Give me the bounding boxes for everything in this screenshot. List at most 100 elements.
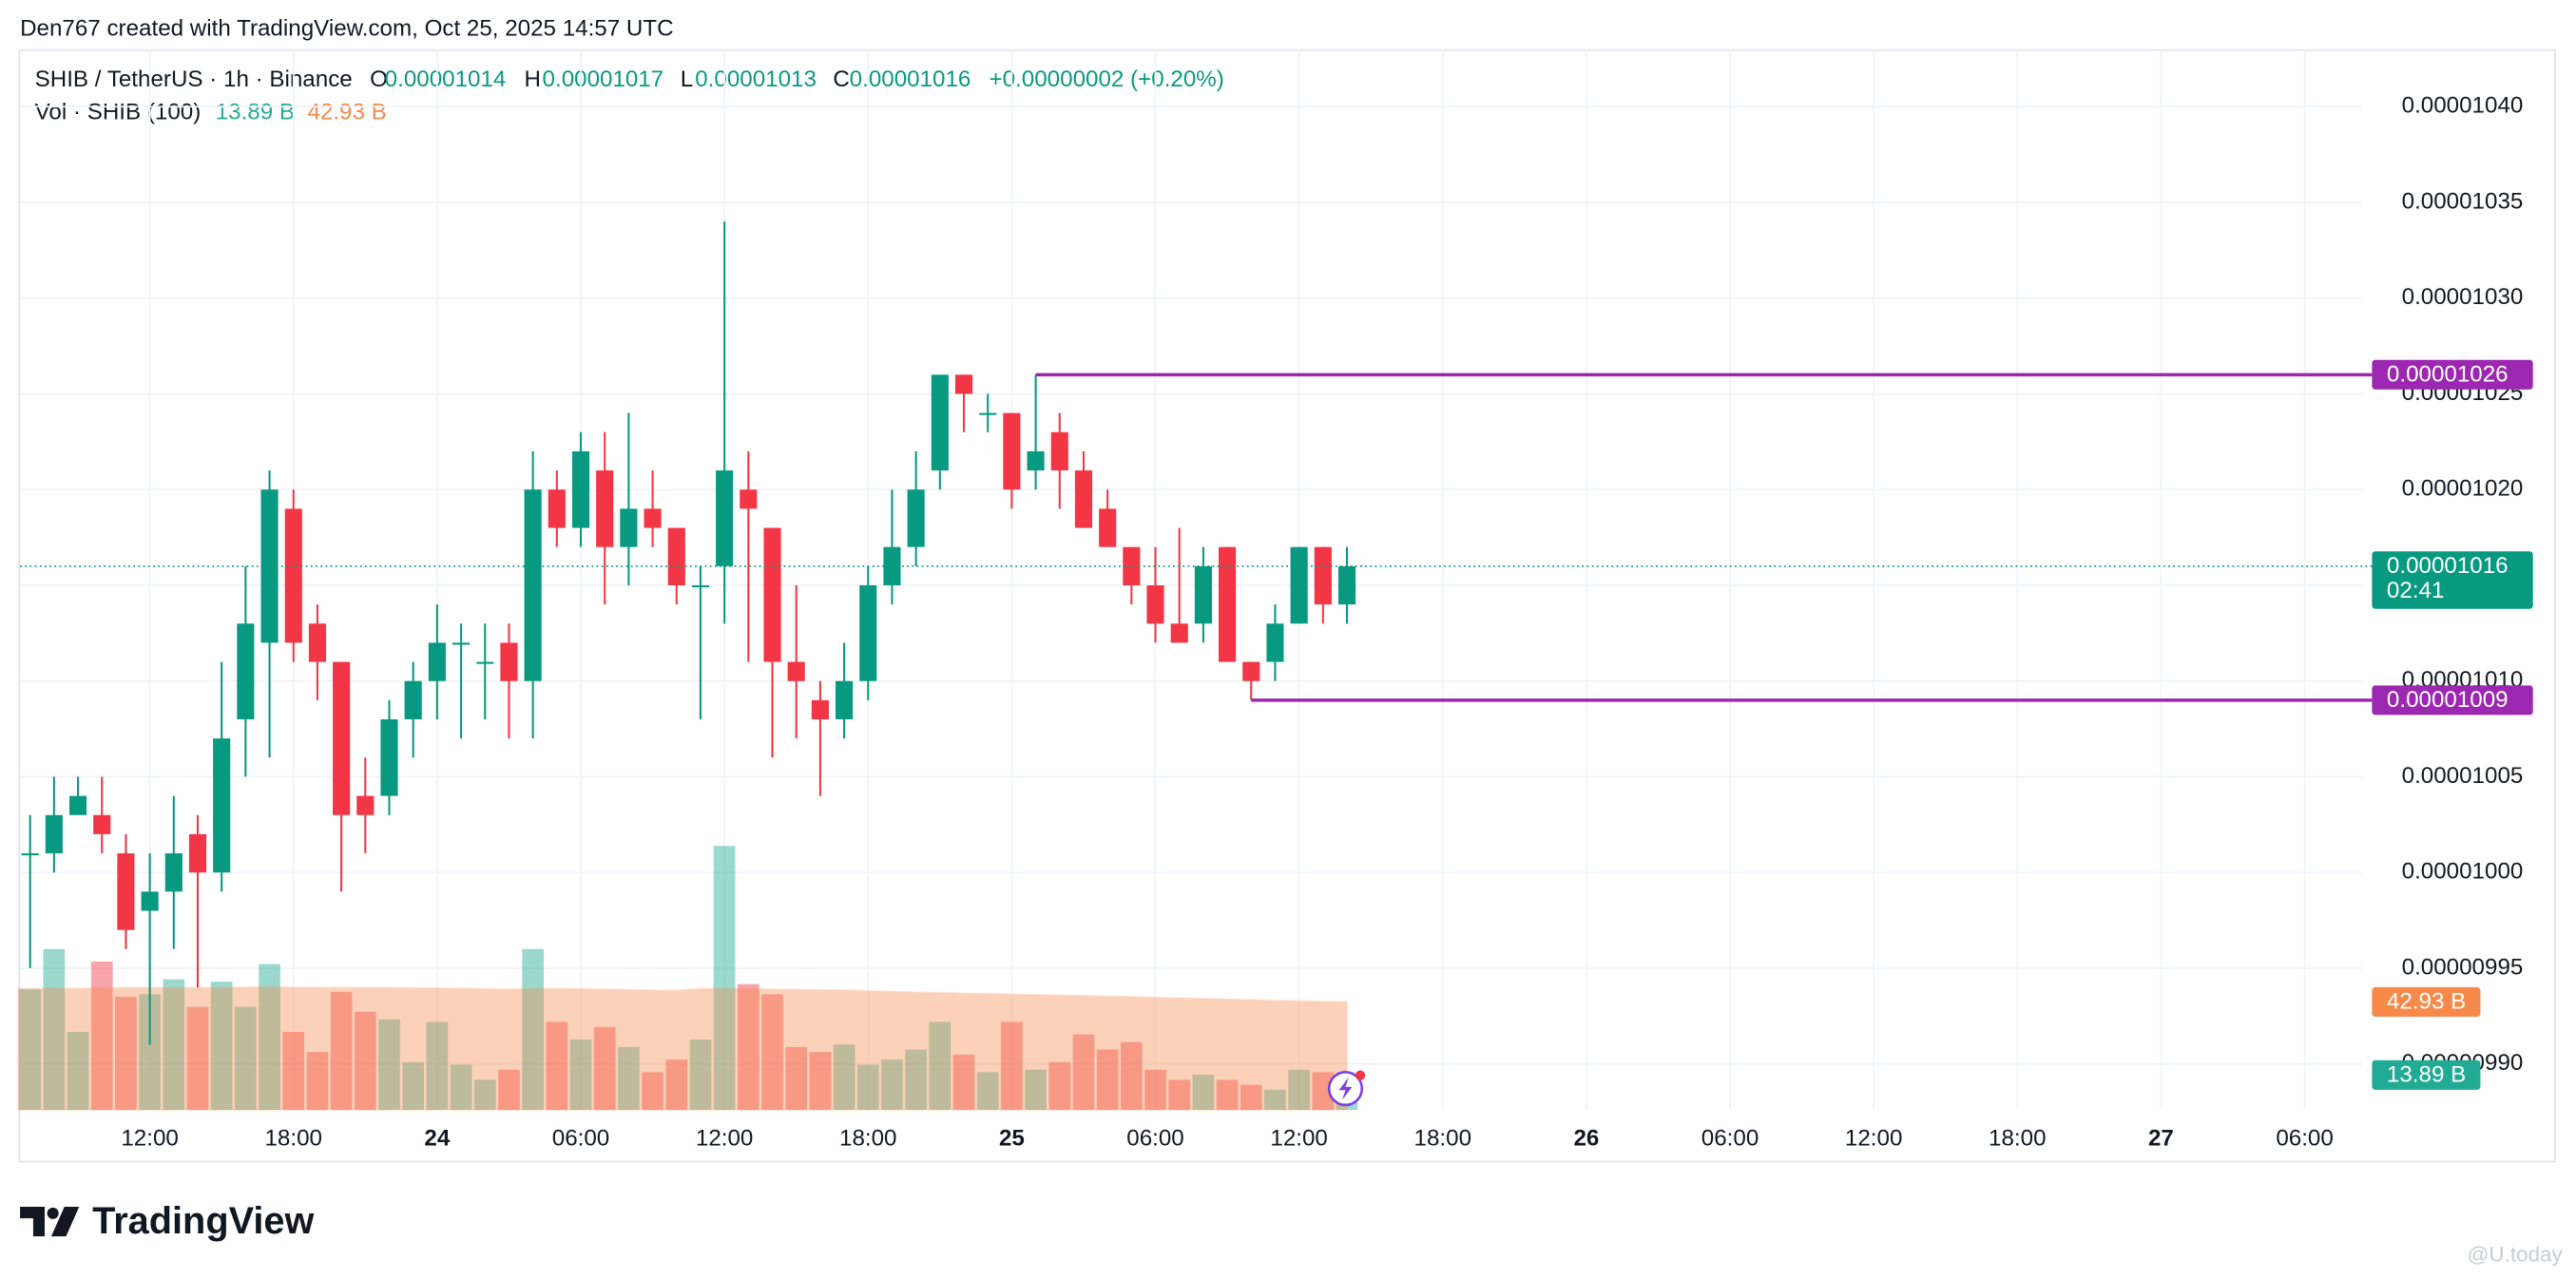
volume-bar [785, 1046, 808, 1111]
plot: 0.000010400.000010350.000010300.00001025… [17, 48, 2533, 1152]
volume-bar [1048, 1061, 1071, 1111]
last-price-label: 0.00001016 [2387, 553, 2509, 579]
volume-bar [259, 964, 280, 1111]
candle-body [811, 699, 829, 720]
volume-ma-area [17, 985, 1348, 1111]
y-tick-label: 0.00001030 [2402, 284, 2524, 310]
watermark: @U.today [2468, 1243, 2564, 1267]
volume-bar [473, 1079, 496, 1111]
candle-body [979, 412, 997, 415]
volume-bar [1168, 1079, 1191, 1111]
candle-body [68, 795, 87, 815]
candle-body [907, 489, 925, 547]
level-label-box [2372, 685, 2533, 716]
y-tick-label: 0.00000995 [2402, 954, 2524, 980]
close-value: 0.00001016 [850, 67, 971, 92]
volume-bar [737, 983, 759, 1111]
volume-bar [1025, 1069, 1047, 1111]
candle-body [476, 661, 494, 664]
candle-body [356, 795, 375, 815]
countdown: 02:41 [2387, 578, 2445, 603]
attribution: Den767 created with TradingView.com, Oct… [20, 15, 674, 41]
candle-body [1123, 546, 1141, 585]
level-label: 0.00001009 [2387, 687, 2509, 713]
y-tick-label: 0.00001035 [2402, 188, 2524, 214]
x-tick-label: 12:00 [1270, 1126, 1328, 1152]
candle-body [93, 814, 111, 834]
volume-bar [1192, 1075, 1215, 1111]
x-tick-label: 18:00 [1414, 1126, 1471, 1152]
volume-bar [210, 982, 233, 1111]
volume-bar [450, 1064, 472, 1111]
volume-bar [881, 1059, 903, 1111]
volume-bar [593, 1026, 616, 1111]
volume-bar [761, 994, 783, 1111]
candle-body [500, 642, 518, 681]
volume-bar [67, 1032, 89, 1111]
volume-bar [1072, 1034, 1095, 1111]
candle-body [931, 374, 949, 471]
candle-body [188, 833, 207, 873]
volume-bar [1312, 1072, 1335, 1111]
y-tick-label: 0.00001000 [2402, 859, 2524, 885]
volume-bar [1121, 1041, 1143, 1111]
volume-bar [618, 1046, 640, 1111]
candle-body [691, 584, 710, 588]
candle-body [1146, 584, 1164, 624]
candle-body [164, 853, 183, 892]
candle-body [1050, 431, 1068, 471]
volume-box [2372, 1059, 2481, 1090]
candle-body [237, 623, 255, 720]
x-tick-label: 27 [2148, 1126, 2174, 1152]
candle-body [1266, 623, 1284, 662]
level-label-box [2372, 359, 2533, 390]
x-tick-label: 12:00 [121, 1126, 179, 1152]
candle-body [954, 374, 973, 394]
x-tick-label: 24 [424, 1126, 450, 1152]
candle-body [883, 546, 901, 585]
volume-bar [665, 1059, 688, 1111]
candle-body [1194, 565, 1212, 624]
candle-body [452, 642, 471, 645]
candle-body [620, 508, 638, 547]
candle-body [213, 738, 231, 873]
volume-bar [498, 1069, 520, 1111]
change: +0.00000002 (+0.20%) [990, 67, 1224, 92]
candle-body [260, 489, 279, 643]
volume-bar [1216, 1079, 1239, 1111]
y-tick-label: 0.00001040 [2402, 93, 2524, 119]
candle-body [284, 508, 302, 643]
candle-body [1242, 661, 1260, 681]
volume-bar [976, 1072, 999, 1111]
volume-bar [809, 1052, 832, 1111]
x-tick-label: 06:00 [2276, 1126, 2334, 1152]
open-letter: O [370, 67, 388, 92]
volume-bar [1144, 1069, 1166, 1111]
volume-ma-label: 42.93 B [2387, 989, 2466, 1015]
candle-body [117, 853, 135, 930]
volume-bar [1288, 1069, 1310, 1111]
x-tick-label: 18:00 [839, 1126, 897, 1152]
high-letter: H [525, 67, 541, 92]
volume-bar [402, 1061, 425, 1111]
x-tick-label: 25 [999, 1126, 1025, 1152]
candle-body [571, 450, 590, 528]
brand-logo [20, 1206, 80, 1237]
chart-frame [18, 48, 2556, 1163]
volume-bar [115, 997, 137, 1111]
x-tick-label: 12:00 [1845, 1126, 1903, 1152]
volume-bar [186, 1006, 209, 1111]
candle-body [1027, 450, 1045, 471]
volume-bar [546, 1021, 568, 1111]
volume-bar [1264, 1089, 1286, 1111]
x-tick-label: 18:00 [264, 1126, 322, 1152]
volume-bar [929, 1021, 952, 1111]
volume-bar [19, 989, 42, 1111]
candle-body [644, 508, 662, 528]
volume-bar [1001, 1021, 1023, 1111]
volume-bar [163, 979, 185, 1111]
candle-body [428, 642, 446, 681]
candle-body [716, 470, 734, 566]
x-tick-label: 18:00 [1989, 1126, 2047, 1152]
